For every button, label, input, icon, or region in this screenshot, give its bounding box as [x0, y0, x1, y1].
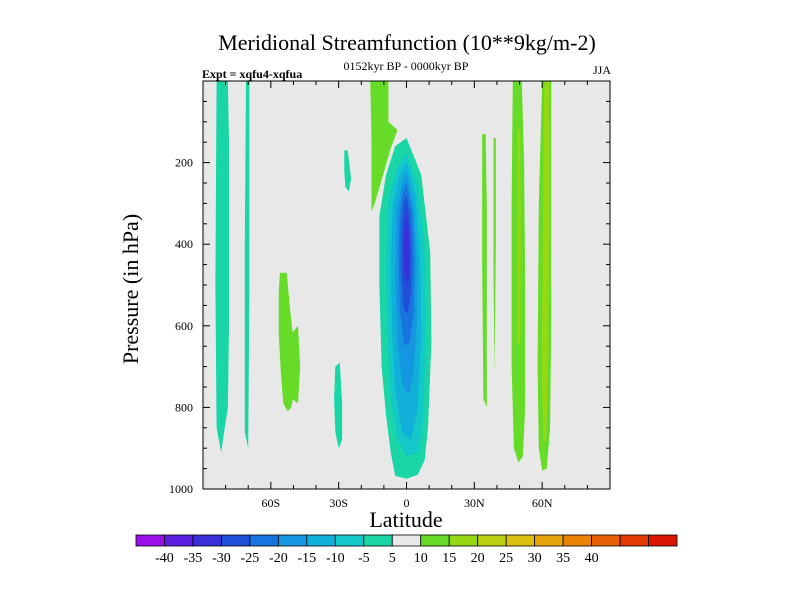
- colorbar-label: 15: [442, 551, 456, 566]
- colorbar-label: -15: [298, 551, 317, 566]
- colorbar-box: [477, 534, 507, 547]
- neg-main-35: [403, 211, 410, 285]
- colorbar-label: 30: [528, 551, 542, 566]
- colorbar: -40 -35 -30 -25 -20 -15 -10 -5 5 10 15 20 25 30 35 40: [135, 534, 678, 566]
- colorbar-box: [562, 534, 592, 547]
- colorbar-label: 10: [414, 551, 428, 566]
- neg-sh-column-b: [244, 81, 250, 449]
- contour-regions: [215, 81, 552, 479]
- x-tick-label: 30S: [329, 496, 348, 510]
- right-string: JJA: [593, 63, 611, 77]
- y-tick-label: 400: [175, 237, 193, 251]
- pos-nh-column-a-10: [517, 130, 521, 347]
- colorbar-label: 20: [471, 551, 485, 566]
- x-axis: 60S 30S 0 30N 60N: [202, 81, 611, 510]
- y-tick-label: 200: [175, 156, 193, 170]
- neg-sh-column-a: [215, 81, 229, 453]
- pos-nh-column-b-10: [541, 81, 549, 445]
- colorbar-label: -10: [326, 551, 345, 566]
- pos-sh-small: [291, 325, 301, 404]
- neg-sh-lobe-800: [334, 362, 343, 449]
- x-tick-label: 60S: [261, 496, 280, 510]
- y-tick-label: 1000: [169, 482, 193, 496]
- y-tick-label: 800: [175, 400, 193, 414]
- colorbar-label: -30: [212, 551, 231, 566]
- colorbar-label: -5: [358, 551, 370, 566]
- chart-title: Meridional Streamfunction (10**9kg/m-2): [218, 30, 596, 55]
- colorbar-label: -35: [184, 551, 203, 566]
- colorbar-label: -20: [269, 551, 288, 566]
- colorbar-label: -25: [241, 551, 260, 566]
- colorbar-box: [505, 534, 536, 547]
- y-axis-label: Pressure (in hPa): [118, 214, 143, 364]
- colorbar-label: 40: [585, 551, 599, 566]
- colorbar-label: 25: [499, 551, 513, 566]
- colorbar-box: [221, 534, 251, 547]
- y-tick-label: 600: [175, 319, 193, 333]
- colorbar-box: [391, 534, 422, 547]
- x-tick-label: 0: [404, 496, 410, 510]
- y-axis: 200 400 600 800 1000: [169, 80, 610, 496]
- left-string: Expt = xqfu4-xqfua: [202, 67, 302, 81]
- colorbar-box: [534, 534, 564, 547]
- colorbar-box: [164, 534, 194, 547]
- colorbar-box: [619, 534, 649, 547]
- pos-nh-sliver-a: [482, 134, 487, 408]
- x-tick-label: 60N: [532, 496, 553, 510]
- colorbar-box: [277, 534, 308, 547]
- x-tick-label: 30N: [464, 496, 485, 510]
- colorbar-box: [420, 534, 450, 547]
- pos-sh-lobe: [278, 272, 295, 412]
- center-string: 0152kyr BP - 0000kyr BP: [344, 59, 469, 73]
- colorbar-label: 5: [389, 551, 396, 566]
- neg-sh-lobe-200: [344, 150, 352, 192]
- x-axis-label: Latitude: [369, 507, 442, 532]
- colorbar-label: 35: [556, 551, 570, 566]
- colorbar-box: [448, 534, 479, 547]
- colorbar-box: [249, 534, 279, 547]
- colorbar-label: -40: [155, 551, 174, 566]
- pos-nh-sliver-b: [493, 138, 496, 375]
- colorbar-box: [591, 534, 621, 547]
- pos-trop-column: [370, 81, 398, 212]
- colorbar-box: [306, 534, 336, 547]
- colorbar-box: [192, 534, 222, 547]
- colorbar-box: [648, 534, 678, 547]
- colorbar-box: [334, 534, 365, 547]
- colorbar-box: [363, 534, 393, 547]
- colorbar-box: [135, 534, 165, 547]
